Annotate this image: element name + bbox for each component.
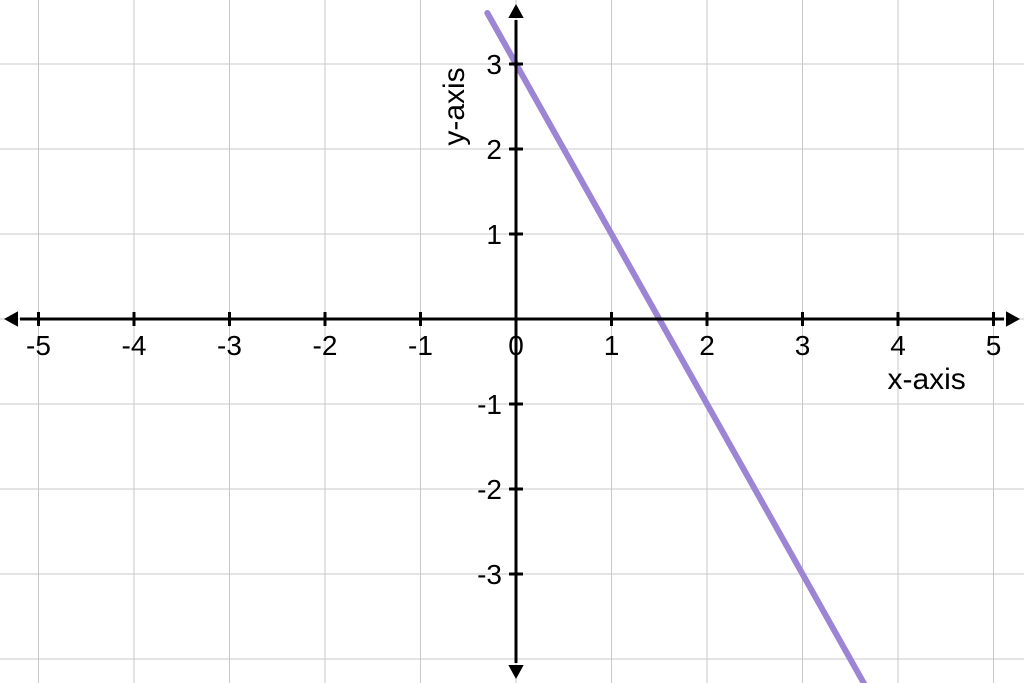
x-tick-label: 2 <box>699 330 715 361</box>
x-tick-label: 0 <box>508 330 524 361</box>
xy-coordinate-plot: -5-4-3-2-1012345-3-2-1123x-axisy-axis <box>0 0 1024 683</box>
y-tick-label: -1 <box>477 389 502 420</box>
x-axis-arrow-right-icon <box>1006 311 1020 326</box>
x-tick-label: 1 <box>604 330 620 361</box>
x-tick-label: -4 <box>122 330 147 361</box>
y-axis-title: y-axis <box>438 67 471 145</box>
x-tick-label: -1 <box>408 330 433 361</box>
y-axis-arrow-up-icon <box>508 4 523 18</box>
y-tick-label: 2 <box>486 134 502 165</box>
y-tick-label: -2 <box>477 474 502 505</box>
y-tick-label: 1 <box>486 219 502 250</box>
x-axis-arrow-left-icon <box>4 311 18 326</box>
x-tick-label: 5 <box>986 330 1002 361</box>
x-tick-label: -5 <box>26 330 51 361</box>
x-tick-label: 4 <box>890 330 906 361</box>
x-tick-label: -2 <box>313 330 338 361</box>
y-axis-arrow-down-icon <box>508 665 523 679</box>
x-axis-title: x-axis <box>887 363 965 396</box>
x-tick-label: -3 <box>217 330 242 361</box>
y-tick-label: 3 <box>486 49 502 80</box>
y-tick-label: -3 <box>477 559 502 590</box>
x-tick-label: 3 <box>795 330 811 361</box>
